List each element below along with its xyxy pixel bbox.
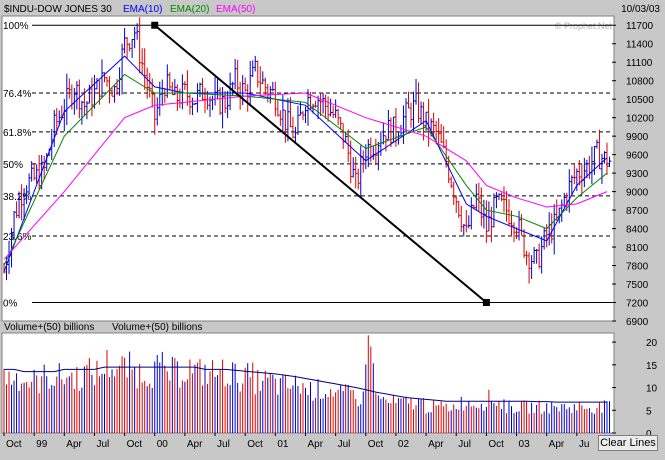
price-tick-label: 7200 (626, 299, 649, 310)
price-tick-label: 8100 (626, 243, 649, 254)
x-tick-label: 01 (277, 439, 289, 450)
price-tick-label: 9000 (626, 188, 649, 199)
price-tick-label: 6900 (626, 317, 649, 328)
x-tick-label: Jul (96, 439, 109, 450)
watermark: © Prophet.Net (555, 21, 613, 31)
retracement-label: 100% (3, 21, 29, 32)
x-tick-label: 99 (36, 439, 48, 450)
price-tick-label: 8400 (626, 225, 649, 236)
x-tick-label: Jul (217, 439, 230, 450)
price-tick-label: 9900 (626, 132, 649, 143)
volume-tick-label: 0 (646, 429, 652, 440)
x-tick-label: Apr (428, 439, 444, 450)
volume-label-2: Volume+(50) billions (112, 322, 202, 333)
x-tick-label: Oct (127, 439, 143, 450)
price-tick-label: 11700 (626, 21, 654, 32)
price-tick-label: 11100 (626, 58, 653, 69)
volume-tick-label: 15 (646, 361, 658, 372)
volume-tick-label: 5 (646, 406, 652, 417)
x-tick-label: Oct (6, 439, 22, 450)
retracement-label: 76.4% (3, 89, 31, 100)
symbol-title: $INDU-DOW JONES 30 (4, 4, 112, 15)
x-tick-label: Jul (458, 439, 471, 450)
x-tick-label: Apr (187, 439, 203, 450)
x-tick-label: Oct (488, 439, 504, 450)
price-tick-label: 7500 (626, 280, 649, 291)
price-panel[interactable] (1, 15, 615, 322)
volume-bars (3, 335, 610, 433)
clear-lines-button[interactable]: Clear Lines (598, 435, 658, 451)
ema10-line (3, 55, 608, 272)
ema50-line (3, 92, 608, 260)
volume-tick-label: 10 (646, 384, 658, 395)
x-tick-label: Oct (368, 439, 384, 450)
price-tick-label: 11400 (626, 40, 654, 51)
price-tick-label: 10800 (626, 77, 654, 88)
volume-label-1: Volume+(50) billions (4, 322, 94, 333)
ema20-legend: EMA(20) (170, 4, 209, 15)
retracement-label: 61.8% (3, 128, 31, 139)
ema50-legend: EMA(50) (216, 4, 255, 15)
price-tick-label: 10500 (626, 95, 654, 106)
x-tick-label: 03 (519, 439, 531, 450)
trendline-handle (482, 299, 490, 307)
retracement-label: 0% (3, 299, 18, 310)
x-tick-label: Apr (549, 439, 565, 450)
price-bars (3, 17, 612, 284)
ema-lines (3, 55, 608, 272)
x-tick-label: Oct (247, 439, 263, 450)
downtrend-line (154, 24, 488, 304)
price-tick-label: 7800 (626, 262, 649, 273)
ema20-line (3, 73, 608, 266)
trendline-handle (151, 21, 159, 29)
price-tick-label: 8700 (626, 206, 649, 217)
volume-average-line (4, 366, 607, 403)
volume-y-axis: 20 15 10 5 0 (612, 338, 658, 440)
x-axis: Oct 99 Apr Jul Oct 00 Apr Jul Oct 01 Apr Jul Oct 02 Ap… (3, 433, 590, 450)
x-tick-label: Apr (66, 439, 82, 450)
price-tick-label: 9600 (626, 151, 649, 162)
x-tick-label: 02 (398, 439, 410, 450)
price-tick-label: 10200 (626, 114, 654, 125)
x-tick-label: Ju (579, 439, 590, 450)
price-tick-label: 9300 (626, 169, 649, 180)
ema10-legend: EMA(10) (123, 4, 162, 15)
chart-date: 10/03/03 (621, 4, 660, 15)
retracement-label: 50% (3, 160, 23, 171)
x-tick-label: 00 (157, 439, 169, 450)
retracement-label: 38.2% (3, 192, 31, 203)
price-y-axis: 11700 11400 11100 10800 10500 10200 9900 9600 93… (612, 21, 654, 328)
x-tick-label: Jul (338, 439, 351, 450)
x-tick-label: Apr (307, 439, 323, 450)
volume-tick-label: 20 (646, 338, 658, 349)
trendline[interactable] (151, 21, 490, 307)
